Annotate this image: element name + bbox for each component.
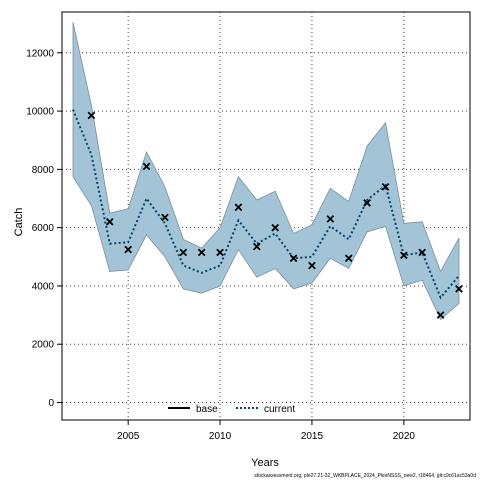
y-tick-label: 10000	[26, 107, 54, 118]
observed-point-stroke	[197, 248, 206, 257]
legend: base current	[168, 404, 295, 415]
observed-point	[124, 245, 132, 254]
y-tick-label: 2000	[32, 340, 55, 351]
y-tick-label: 12000	[26, 48, 54, 59]
y-tick-label: 8000	[32, 165, 55, 176]
observed-point-stroke	[455, 285, 463, 293]
grid	[62, 12, 470, 420]
y-axis-ticks: 0 2000 4000 6000 8000 10000 12000	[26, 48, 62, 409]
observed-point	[381, 183, 390, 191]
x-tick-label: 2010	[209, 431, 232, 442]
observed-point	[105, 217, 114, 226]
observed-point-stroke	[418, 248, 427, 257]
x-tick-label: 2015	[301, 431, 324, 442]
observed-point	[436, 311, 445, 319]
y-axis-title: Catch	[13, 208, 25, 237]
observed-markers	[87, 111, 463, 319]
observed-point	[308, 261, 316, 270]
observed-point	[326, 215, 335, 223]
observed-point-stroke	[289, 254, 298, 263]
observed-point-stroke	[436, 311, 445, 319]
x-tick-label: 2005	[117, 431, 140, 442]
observed-point	[87, 111, 96, 120]
plot-frame	[61, 11, 471, 421]
footnote: stockassessment.org, ple27.21-32_WKBPLAC…	[254, 473, 476, 479]
observed-point	[179, 248, 188, 257]
series-lines	[72, 109, 460, 300]
y-tick-label: 4000	[32, 281, 55, 292]
observed-point-stroke	[142, 162, 151, 171]
legend-label-current: current	[264, 404, 295, 415]
observed-point	[271, 223, 280, 232]
observed-point	[400, 251, 408, 260]
x-axis-title: Years	[251, 457, 279, 469]
confidence-band	[72, 22, 460, 321]
x-axis-ticks: 2005 2010 2015 2020	[117, 420, 415, 442]
observed-point-stroke	[87, 111, 96, 120]
observed-point-stroke	[161, 213, 169, 222]
observed-point	[234, 203, 243, 212]
observed-point	[142, 162, 151, 171]
y-tick-label: 6000	[32, 223, 55, 234]
observed-point	[161, 213, 169, 222]
observed-point-stroke	[271, 223, 280, 232]
x-tick-label: 2020	[393, 431, 416, 442]
observed-point-stroke	[381, 183, 390, 191]
y-tick-label: 0	[48, 398, 54, 409]
confidence-band-area	[72, 22, 460, 321]
observed-point	[216, 248, 224, 257]
observed-point-stroke	[216, 248, 224, 257]
observed-point-stroke	[326, 215, 335, 223]
observed-point-stroke	[344, 254, 353, 263]
observed-point-stroke	[179, 248, 188, 257]
series-line-current	[72, 109, 460, 300]
observed-point-stroke	[252, 242, 261, 251]
observed-point	[197, 248, 206, 257]
observed-point-stroke	[124, 245, 132, 254]
observed-point-stroke	[363, 199, 371, 207]
observed-point-stroke	[105, 217, 114, 226]
observed-point	[344, 254, 353, 263]
observed-point-stroke	[400, 251, 408, 260]
legend-label-base: base	[196, 404, 218, 415]
observed-point	[363, 199, 371, 207]
observed-point-stroke	[308, 261, 316, 270]
observed-point-stroke	[234, 203, 243, 212]
observed-point	[252, 242, 261, 251]
observed-point	[418, 248, 427, 257]
observed-point	[289, 254, 298, 263]
observed-point	[455, 285, 463, 293]
